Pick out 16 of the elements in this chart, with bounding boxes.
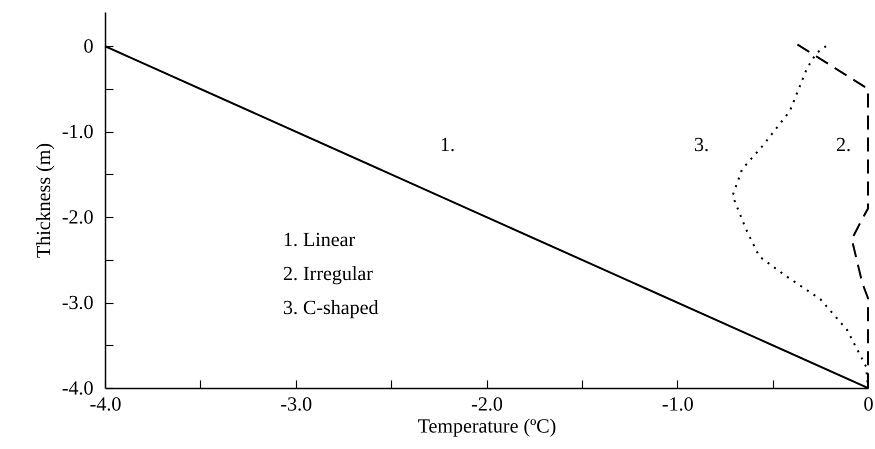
annotation: 3. C-shaped: [283, 297, 379, 319]
annotation: 3.: [694, 134, 709, 156]
x-tick-label: 0: [864, 394, 874, 416]
y-axis-title: Thickness (m): [32, 143, 55, 258]
x-tick-label: -1.0: [662, 394, 694, 416]
y-tick-label: -1.0: [62, 121, 94, 144]
annotation: 2.: [836, 134, 851, 156]
x-tick-label: -3.0: [280, 394, 312, 416]
y-tick-label: -2.0: [62, 206, 94, 229]
y-tick-label: 0: [84, 36, 94, 58]
y-tick-label: -3.0: [62, 292, 94, 314]
annotation: 1. Linear: [283, 229, 356, 251]
annotation: 2. Irregular: [283, 263, 374, 285]
x-tick-label: -2.0: [471, 394, 503, 416]
annotation: 1.: [440, 134, 455, 156]
x-axis-title: Temperature (ºC): [418, 416, 556, 438]
